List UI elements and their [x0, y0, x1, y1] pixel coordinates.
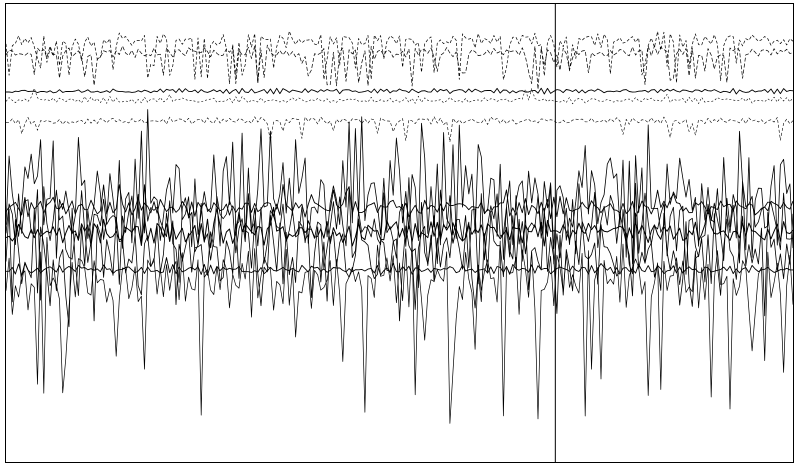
series-line-t12: [5, 237, 794, 424]
series-line-t4: [5, 88, 794, 105]
plot-frame: [5, 3, 794, 463]
series-line-t9: [5, 206, 794, 249]
series-line-t11: [5, 257, 793, 276]
trace-group: [5, 30, 794, 424]
series-line-t10: [5, 207, 794, 328]
series-line-t3: [6, 87, 794, 95]
series-line-t1: [5, 30, 794, 85]
series-line-t7: [5, 184, 794, 220]
series-line-t6: [5, 109, 794, 265]
series-line-t5: [5, 116, 794, 143]
series-line-t8: [5, 177, 794, 301]
series-line-t2: [5, 44, 794, 90]
